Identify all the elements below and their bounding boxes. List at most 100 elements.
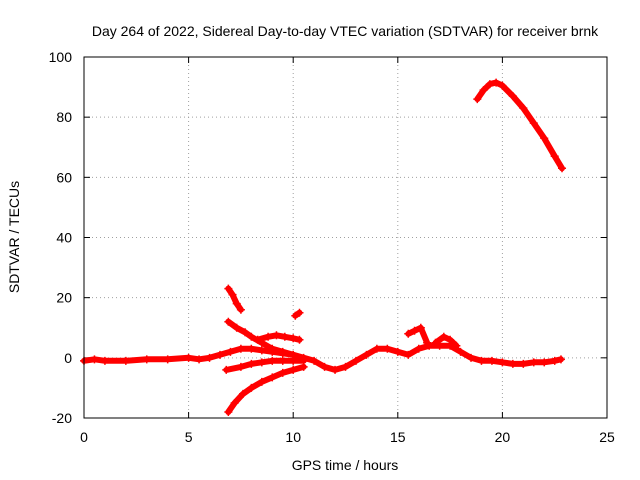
data-point [540, 358, 549, 367]
data-point [232, 299, 241, 308]
y-axis-label: SDTVAR / TECUs [6, 181, 22, 293]
data-point [253, 335, 262, 344]
data-point [278, 368, 287, 377]
data-point [268, 356, 277, 365]
data-point [362, 350, 371, 359]
x-tick-label: 20 [495, 429, 511, 445]
data-point [215, 350, 224, 359]
axis-ticks: 0 5 10 15 20 25 -20 0 20 40 60 80 100 [49, 49, 615, 445]
data-point [550, 152, 559, 161]
data-point [492, 78, 501, 87]
data-point [529, 119, 538, 128]
data-point [195, 355, 204, 364]
data-point [224, 284, 233, 293]
data-point [320, 362, 329, 371]
data-point [452, 341, 461, 350]
data-point [222, 365, 231, 374]
x-tick-label: 5 [185, 429, 193, 445]
data-point [224, 317, 233, 326]
data-point [257, 346, 266, 355]
series-arc-9 [253, 331, 304, 344]
data-point [431, 338, 440, 347]
data-point [310, 356, 319, 365]
data-point [498, 358, 507, 367]
data-point [299, 362, 308, 371]
data-point [550, 356, 559, 365]
series-track [432, 333, 460, 349]
data-point [236, 305, 245, 314]
y-tick-label: -20 [52, 410, 72, 426]
data-point [477, 356, 486, 365]
y-tick-label: 60 [56, 169, 72, 185]
plot-frame [83, 56, 608, 419]
data-point [485, 80, 494, 89]
data-point [205, 353, 214, 362]
data-point [278, 347, 287, 356]
data-point [278, 356, 287, 365]
data-point [163, 355, 172, 364]
data-point [456, 347, 465, 356]
series-arc-up [222, 356, 308, 374]
data-point [100, 356, 109, 365]
series-arc-16 [404, 323, 432, 347]
data-point [228, 290, 237, 299]
data-point [410, 326, 419, 335]
data-point [479, 86, 488, 95]
data-point [121, 356, 130, 365]
y-tick-label: 80 [56, 109, 72, 125]
data-point [498, 81, 507, 90]
data-point [351, 356, 360, 365]
data-point [423, 338, 432, 347]
data-point [289, 334, 298, 343]
data-point [331, 365, 340, 374]
series-track [225, 363, 307, 415]
data-point [508, 359, 517, 368]
data-point [439, 332, 448, 341]
data-point [289, 365, 298, 374]
x-tick-label: 25 [599, 429, 615, 445]
data-point [247, 383, 256, 392]
y-tick-label: 40 [56, 230, 72, 246]
data-point [268, 373, 277, 382]
data-point [247, 332, 256, 341]
data-point [291, 311, 300, 320]
y-tick-label: 20 [56, 290, 72, 306]
data-point [467, 353, 476, 362]
data-point [295, 308, 304, 317]
data-point [519, 104, 528, 113]
data-point [383, 344, 392, 353]
data-point [295, 335, 304, 344]
data-point [487, 356, 496, 365]
data-point [236, 344, 245, 353]
data-point [341, 362, 350, 371]
chart-title: Day 264 of 2022, Sidereal Day-to-day VTE… [92, 23, 599, 39]
data-point [236, 362, 245, 371]
data-point [230, 398, 239, 407]
series-arc-high [224, 284, 245, 314]
data-point [280, 332, 289, 341]
data-point [142, 355, 151, 364]
series-arc-10 [291, 308, 304, 320]
data-point [393, 347, 402, 356]
data-point [558, 164, 567, 173]
data-point [238, 389, 247, 398]
data-point [519, 359, 528, 368]
x-tick-label: 15 [390, 429, 406, 445]
x-tick-label: 0 [80, 429, 88, 445]
data-point [289, 350, 298, 359]
series-arc-late [473, 78, 567, 173]
series-track [474, 79, 565, 172]
x-tick-label: 10 [285, 429, 301, 445]
data-point [241, 328, 250, 337]
data-point [508, 92, 517, 101]
data-point [446, 335, 455, 344]
data-point [247, 359, 256, 368]
data-point [473, 95, 482, 104]
data-points [80, 78, 567, 416]
x-axis-label: GPS time / hours [292, 457, 399, 473]
data-point [247, 344, 256, 353]
y-tick-label: 100 [49, 49, 73, 65]
data-point [404, 329, 413, 338]
series-baseline [80, 341, 565, 374]
